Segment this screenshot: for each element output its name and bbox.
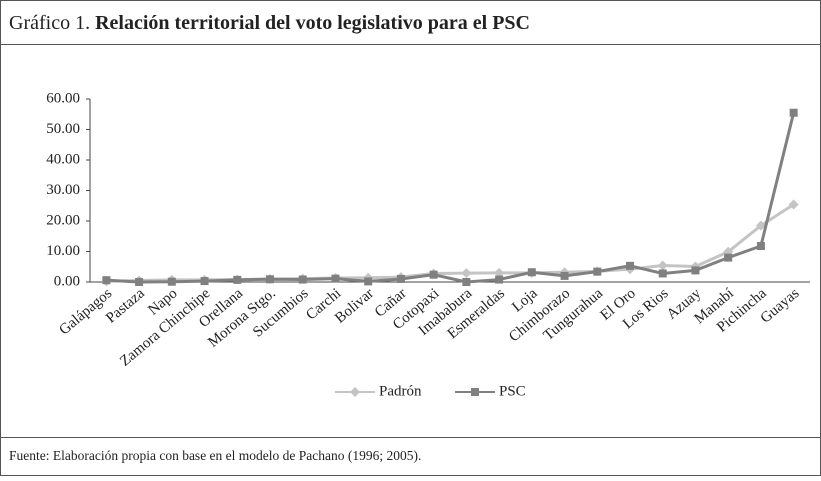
square-marker xyxy=(756,242,765,251)
square-marker xyxy=(396,274,405,283)
square-marker xyxy=(331,274,340,283)
square-marker xyxy=(167,277,176,286)
square-marker xyxy=(560,271,569,280)
square-marker xyxy=(298,275,307,284)
square-marker xyxy=(724,253,733,262)
y-tick-label: 0.00 xyxy=(54,273,80,289)
square-marker xyxy=(658,269,667,278)
square-marker xyxy=(135,278,144,286)
diamond-marker xyxy=(461,268,472,279)
diamond-marker xyxy=(755,220,766,231)
square-marker xyxy=(626,261,634,270)
square-marker xyxy=(789,108,798,117)
figure-label: Gráfico 1. xyxy=(9,12,90,34)
diamond-marker xyxy=(657,260,668,271)
diamond-marker xyxy=(494,267,505,278)
square-marker xyxy=(691,266,700,275)
title: Gráfico 1. Relación territorial del voto… xyxy=(9,12,530,34)
legend-label: Padrón xyxy=(379,383,422,399)
square-marker xyxy=(527,268,536,277)
square-marker xyxy=(593,267,602,276)
legend-marker xyxy=(350,387,360,397)
series-line xyxy=(106,112,796,284)
y-tick-label: 60.00 xyxy=(46,90,80,106)
square-marker xyxy=(462,278,471,286)
square-marker xyxy=(495,275,504,284)
y-tick-label: 30.00 xyxy=(46,182,80,198)
square-marker xyxy=(102,276,111,285)
diamond-marker xyxy=(788,199,799,210)
square-marker xyxy=(266,275,274,284)
square-marker xyxy=(233,275,242,284)
y-tick-label: 20.00 xyxy=(46,212,80,228)
y-tick-label: 40.00 xyxy=(46,151,80,167)
square-marker xyxy=(429,270,438,279)
square-marker xyxy=(200,277,209,286)
square-marker xyxy=(364,277,373,286)
legend-marker xyxy=(471,388,479,396)
y-tick-label: 10.00 xyxy=(46,243,80,259)
chart-title: Relación territorial del voto legislativ… xyxy=(95,12,530,34)
legend-label: PSC xyxy=(499,383,526,399)
y-tick-label: 50.00 xyxy=(46,121,80,137)
source: Fuente: Elaboración propia con base en e… xyxy=(9,448,421,463)
